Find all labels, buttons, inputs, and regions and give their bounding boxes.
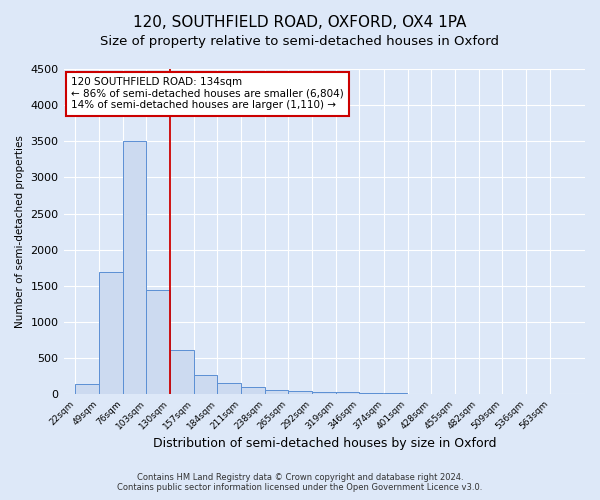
Bar bbox=[146, 290, 170, 395]
Text: 120 SOUTHFIELD ROAD: 134sqm
← 86% of semi-detached houses are smaller (6,804)
14: 120 SOUTHFIELD ROAD: 134sqm ← 86% of sem… bbox=[71, 77, 344, 110]
Bar bbox=[359, 393, 383, 394]
Bar bbox=[99, 272, 122, 394]
Text: Size of property relative to semi-detached houses in Oxford: Size of property relative to semi-detach… bbox=[101, 35, 499, 48]
X-axis label: Distribution of semi-detached houses by size in Oxford: Distribution of semi-detached houses by … bbox=[152, 437, 496, 450]
Bar bbox=[289, 391, 312, 394]
Text: Contains HM Land Registry data © Crown copyright and database right 2024.
Contai: Contains HM Land Registry data © Crown c… bbox=[118, 473, 482, 492]
Bar bbox=[194, 375, 217, 394]
Bar bbox=[312, 392, 335, 394]
Bar bbox=[76, 384, 99, 394]
Bar bbox=[241, 388, 265, 394]
Y-axis label: Number of semi-detached properties: Number of semi-detached properties bbox=[15, 136, 25, 328]
Bar bbox=[336, 392, 359, 394]
Bar bbox=[265, 390, 288, 394]
Bar bbox=[217, 383, 241, 394]
Text: 120, SOUTHFIELD ROAD, OXFORD, OX4 1PA: 120, SOUTHFIELD ROAD, OXFORD, OX4 1PA bbox=[133, 15, 467, 30]
Bar bbox=[123, 142, 146, 394]
Bar bbox=[170, 350, 194, 395]
